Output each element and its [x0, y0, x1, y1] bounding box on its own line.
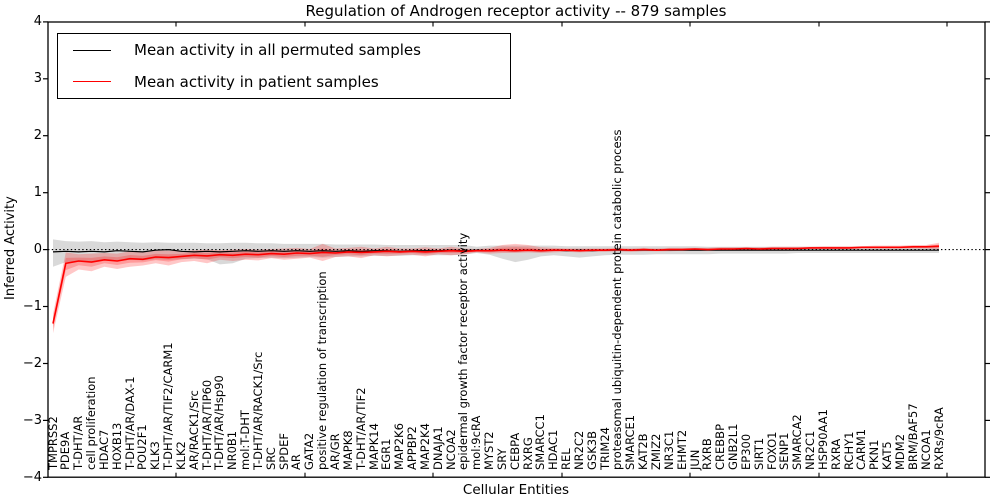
legend-item-permuted: Mean activity in all permuted samples: [58, 35, 510, 65]
y-tick-label: −1: [22, 299, 42, 315]
legend-label-permuted: Mean activity in all permuted samples: [134, 41, 421, 60]
y-tick-label: 1: [33, 185, 42, 201]
x-tick-label: HOXB13: [109, 422, 124, 470]
permuted-band: [53, 239, 939, 267]
x-tick-label: RXRs/9cRA: [931, 407, 946, 470]
x-tick-label: HSP90AA1: [815, 409, 830, 470]
x-tick-label: SIRT1: [751, 437, 766, 470]
x-tick-label: EHMT2: [674, 429, 689, 470]
x-tick-label: NR3C1: [661, 430, 676, 470]
x-tick-label: SRC: [263, 447, 278, 470]
x-tick-label: NR2C2: [571, 430, 586, 470]
y-tick-label: 0: [33, 242, 42, 258]
x-tick-label: GSK3B: [584, 431, 599, 470]
x-tick-label: SRY: [494, 448, 509, 470]
y-tick-label: 2: [33, 128, 42, 144]
x-tick-label: RXRA: [828, 438, 843, 470]
x-tick-label: CEBPA: [507, 432, 522, 470]
patient-mean-line: [52, 245, 940, 324]
x-tick-label: MAPK8: [340, 430, 355, 470]
x-tick-label: MAP2K4: [417, 423, 432, 470]
x-axis-label: Cellular Entities: [462, 482, 570, 498]
y-tick-label: 4: [33, 14, 42, 30]
permuted-line-swatch: [73, 49, 111, 51]
chart-title: Regulation of Androgen receptor activity…: [305, 2, 727, 20]
y-tick-label: −2: [22, 355, 42, 371]
x-tick-label: AR/RACK1/Src: [186, 390, 201, 470]
x-tick-label: NCOA1: [918, 429, 933, 470]
legend: Mean activity in all permuted samples Me…: [57, 33, 511, 99]
patient-band-inner: [53, 244, 939, 329]
legend-item-patient: Mean activity in patient samples: [58, 67, 510, 97]
x-tick-label: KLK2: [173, 441, 188, 470]
x-tick-label: T-DHT/AR/RACK1/Src: [250, 351, 265, 470]
x-tick-label: HDAC7: [96, 429, 111, 470]
x-tick-label: DNAJA1: [430, 426, 445, 470]
legend-label-patient: Mean activity in patient samples: [134, 72, 379, 91]
x-tick-label: BRM/BAF57: [905, 403, 920, 470]
x-tick-label: EP300: [738, 433, 753, 470]
x-tick-label: T-DHT/AR/TIF2: [353, 387, 368, 470]
y-tick-label: −4: [22, 469, 42, 485]
plot-layers: [48, 239, 985, 334]
y-tick-label: 3: [33, 71, 42, 87]
patient-line-swatch: [73, 81, 111, 83]
y-tick-label: −3: [22, 412, 42, 428]
